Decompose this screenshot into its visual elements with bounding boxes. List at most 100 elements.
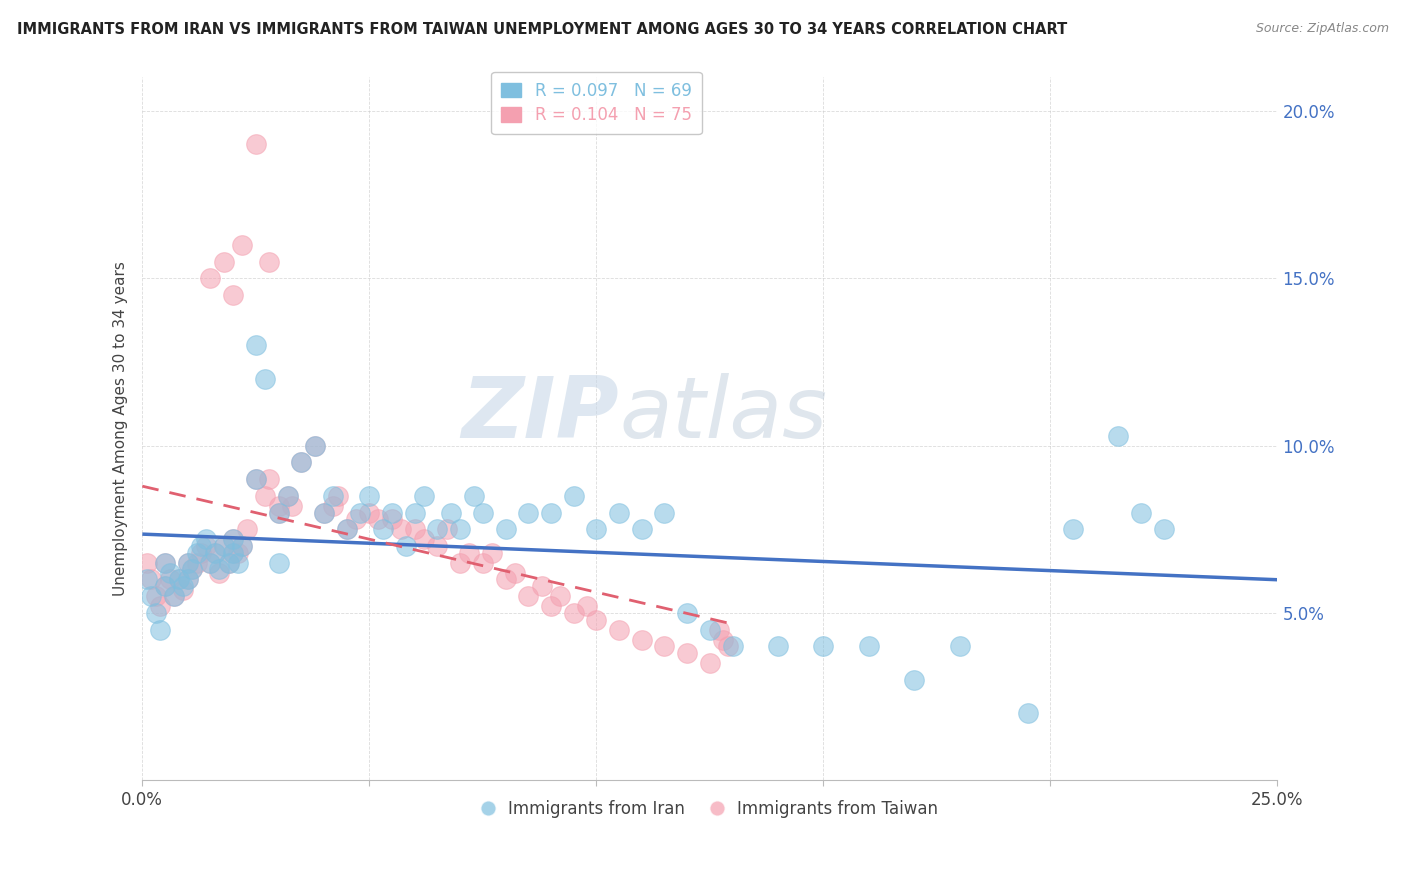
Point bbox=[713, 632, 735, 647]
Text: IMMIGRANTS FROM IRAN VS IMMIGRANTS FROM TAIWAN UNEMPLOYMENT AMONG AGES 30 TO 34 : IMMIGRANTS FROM IRAN VS IMMIGRANTS FROM … bbox=[17, 22, 1067, 37]
Point bbox=[562, 489, 585, 503]
Point bbox=[389, 522, 412, 536]
Point bbox=[149, 623, 172, 637]
Point bbox=[721, 640, 744, 654]
Point bbox=[576, 599, 599, 614]
Point bbox=[336, 522, 359, 536]
Point bbox=[204, 546, 226, 560]
Point bbox=[326, 489, 349, 503]
Point bbox=[145, 606, 167, 620]
Point bbox=[231, 237, 253, 252]
Point bbox=[344, 512, 367, 526]
Point bbox=[290, 455, 312, 469]
Point bbox=[312, 506, 335, 520]
Point bbox=[153, 556, 176, 570]
Point bbox=[231, 539, 253, 553]
Point bbox=[277, 489, 299, 503]
Point bbox=[167, 573, 190, 587]
Point bbox=[281, 499, 304, 513]
Point bbox=[676, 646, 699, 660]
Point bbox=[562, 606, 585, 620]
Point bbox=[177, 556, 200, 570]
Point bbox=[1062, 522, 1084, 536]
Legend: Immigrants from Iran, Immigrants from Taiwan: Immigrants from Iran, Immigrants from Ta… bbox=[475, 793, 945, 825]
Point bbox=[245, 472, 267, 486]
Point bbox=[267, 506, 290, 520]
Point bbox=[404, 506, 426, 520]
Point bbox=[226, 546, 249, 560]
Point bbox=[322, 489, 344, 503]
Point bbox=[471, 506, 494, 520]
Point bbox=[190, 546, 212, 560]
Point bbox=[495, 573, 517, 587]
Point bbox=[141, 573, 163, 587]
Point bbox=[336, 522, 359, 536]
Point bbox=[540, 599, 562, 614]
Point bbox=[172, 582, 194, 597]
Point bbox=[267, 556, 290, 570]
Point bbox=[177, 573, 200, 587]
Point bbox=[218, 556, 240, 570]
Point bbox=[208, 566, 231, 580]
Point bbox=[381, 506, 404, 520]
Point bbox=[471, 556, 494, 570]
Point bbox=[412, 533, 434, 547]
Point bbox=[153, 556, 176, 570]
Point bbox=[458, 546, 481, 560]
Point bbox=[159, 566, 181, 580]
Point bbox=[259, 254, 281, 268]
Point bbox=[858, 640, 880, 654]
Point bbox=[449, 556, 471, 570]
Point bbox=[607, 623, 630, 637]
Point bbox=[676, 606, 699, 620]
Point bbox=[449, 522, 471, 536]
Point bbox=[322, 499, 344, 513]
Text: ZIP: ZIP bbox=[461, 374, 619, 457]
Point bbox=[630, 522, 652, 536]
Point bbox=[1017, 706, 1039, 721]
Point bbox=[153, 579, 176, 593]
Point bbox=[149, 599, 172, 614]
Point bbox=[153, 579, 176, 593]
Point bbox=[1153, 522, 1175, 536]
Point bbox=[503, 566, 526, 580]
Point bbox=[699, 656, 721, 670]
Point bbox=[222, 546, 245, 560]
Point bbox=[630, 632, 652, 647]
Point bbox=[212, 539, 235, 553]
Point bbox=[222, 533, 245, 547]
Text: Source: ZipAtlas.com: Source: ZipAtlas.com bbox=[1256, 22, 1389, 36]
Point bbox=[135, 573, 157, 587]
Point bbox=[259, 472, 281, 486]
Point bbox=[585, 522, 607, 536]
Point bbox=[277, 489, 299, 503]
Point bbox=[290, 455, 312, 469]
Point bbox=[222, 533, 245, 547]
Point bbox=[517, 589, 540, 603]
Point bbox=[426, 539, 449, 553]
Point bbox=[245, 137, 267, 152]
Point bbox=[190, 539, 212, 553]
Point bbox=[253, 372, 276, 386]
Point bbox=[167, 573, 190, 587]
Point bbox=[395, 539, 418, 553]
Point bbox=[717, 640, 740, 654]
Point bbox=[440, 506, 463, 520]
Point bbox=[186, 556, 208, 570]
Point bbox=[231, 539, 253, 553]
Point bbox=[359, 489, 381, 503]
Point bbox=[204, 546, 226, 560]
Point bbox=[585, 613, 607, 627]
Point bbox=[177, 556, 200, 570]
Point bbox=[766, 640, 789, 654]
Y-axis label: Unemployment Among Ages 30 to 34 years: Unemployment Among Ages 30 to 34 years bbox=[114, 261, 128, 597]
Point bbox=[436, 522, 458, 536]
Point bbox=[181, 562, 204, 576]
Point bbox=[367, 512, 389, 526]
Point bbox=[267, 506, 290, 520]
Point bbox=[359, 506, 381, 520]
Point bbox=[222, 546, 245, 560]
Point bbox=[194, 539, 217, 553]
Point bbox=[371, 522, 394, 536]
Point bbox=[208, 562, 231, 576]
